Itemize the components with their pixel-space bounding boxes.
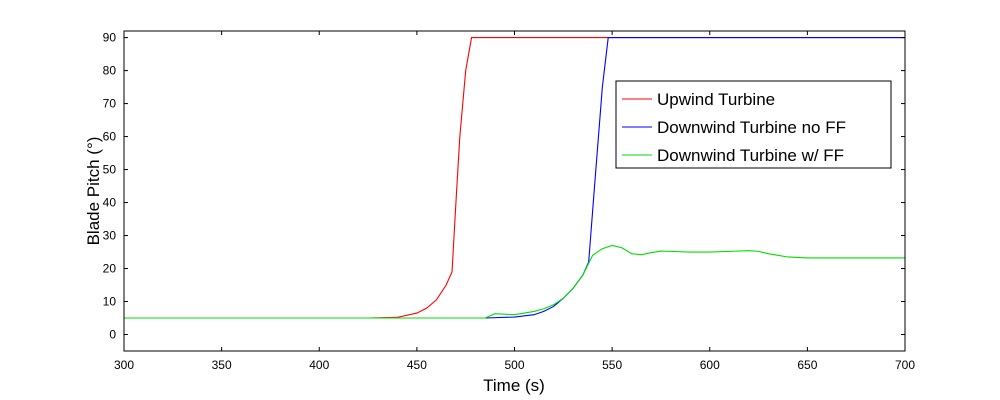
y-tick-label: 0 <box>109 328 116 342</box>
y-tick-label: 20 <box>103 262 117 276</box>
x-tick-label: 650 <box>797 358 817 372</box>
x-tick-label: 700 <box>895 358 915 372</box>
x-tick-label: 600 <box>700 358 720 372</box>
legend-label-1: Upwind Turbine <box>657 90 775 109</box>
legend-label-3: Downwind Turbine w/ FF <box>657 146 844 165</box>
series-line-1 <box>124 37 905 319</box>
x-tick-label: 450 <box>407 358 427 372</box>
x-tick-label: 300 <box>114 358 134 372</box>
x-tick-label: 500 <box>504 358 524 372</box>
legend-box <box>615 80 892 169</box>
y-tick-label: 60 <box>103 130 117 144</box>
y-axis: 0 10 20 30 40 50 60 70 80 90 <box>103 31 905 342</box>
y-axis-title: Blade Pitch (°) <box>84 137 103 246</box>
x-tick-label: 350 <box>212 358 232 372</box>
y-tick-label: 40 <box>103 196 117 210</box>
y-tick-label: 50 <box>103 163 117 177</box>
y-tick-label: 80 <box>103 64 117 78</box>
x-axis-title: Time (s) <box>483 376 545 395</box>
y-tick-label: 30 <box>103 229 117 243</box>
x-tick-label: 400 <box>309 358 329 372</box>
x-axis: 300 350 400 450 500 550 600 650 700 <box>114 31 915 372</box>
y-tick-label: 70 <box>103 97 117 111</box>
x-tick-label: 550 <box>602 358 622 372</box>
y-tick-label: 90 <box>103 31 117 45</box>
legend-label-2: Downwind Turbine no FF <box>657 118 846 137</box>
series-layer <box>124 37 905 319</box>
series-line-3 <box>124 244 905 319</box>
legend: Upwind Turbine Downwind Turbine no FF Down… <box>615 80 892 169</box>
y-tick-label: 10 <box>103 295 117 309</box>
